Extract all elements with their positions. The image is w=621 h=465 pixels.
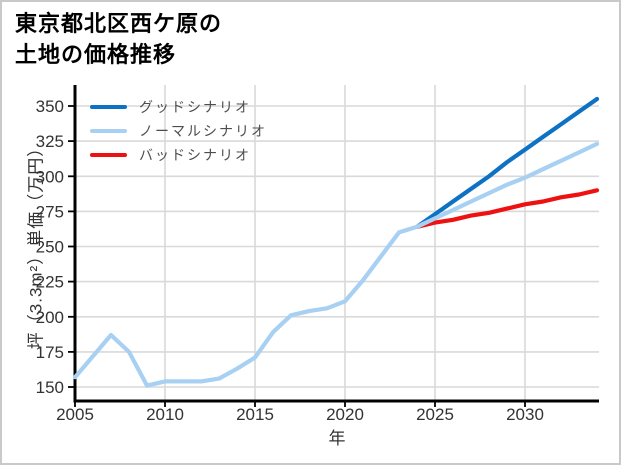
y-tick-label: 300 [36,167,64,186]
x-tick-label: 2030 [506,405,544,424]
y-tick-label: 200 [36,308,64,327]
y-tick-label: 350 [36,97,64,116]
x-tick-label: 2005 [56,405,94,424]
legend: グッドシナリオ ノーマルシナリオ バッドシナリオ [90,95,267,167]
legend-label-good-scenario: グッドシナリオ [139,99,251,115]
legend-label-normal-scenario: ノーマルシナリオ [139,123,267,139]
legend-item-good-scenario: グッドシナリオ [90,95,267,119]
legend-item-bad-scenario: バッドシナリオ [90,143,267,167]
x-tick-label: 2020 [326,405,364,424]
y-tick-label: 150 [36,378,64,397]
y-tick-label: 325 [36,132,64,151]
x-tick-label: 2010 [146,405,184,424]
x-axis-label: 年 [328,429,346,448]
bad-scenario-swatch [90,153,127,157]
normal-scenario-line [72,141,600,388]
x-tick-label: 2025 [416,405,454,424]
chart-title-line-1: 東京都北区西ケ原の [15,11,223,36]
legend-item-normal-scenario: ノーマルシナリオ [90,119,267,143]
bad-scenario-line [414,188,600,229]
y-tick-label: 250 [36,238,64,257]
good-scenario-line [414,96,600,229]
legend-label-bad-scenario: バッドシナリオ [139,147,251,163]
y-tick-label: 175 [36,343,64,362]
chart-title: 東京都北区西ケ原の 土地の価格推移 [15,8,222,70]
good-scenario-swatch [90,105,127,109]
chart-title-line-2: 土地の価格推移 [15,42,177,67]
x-tick-label: 2015 [236,405,274,424]
y-axis-label: 坪（3.3m²）単価（万円） [26,138,46,350]
y-tick-label: 225 [36,273,64,292]
normal-scenario-swatch [90,129,127,133]
y-tick-label: 275 [36,202,64,221]
